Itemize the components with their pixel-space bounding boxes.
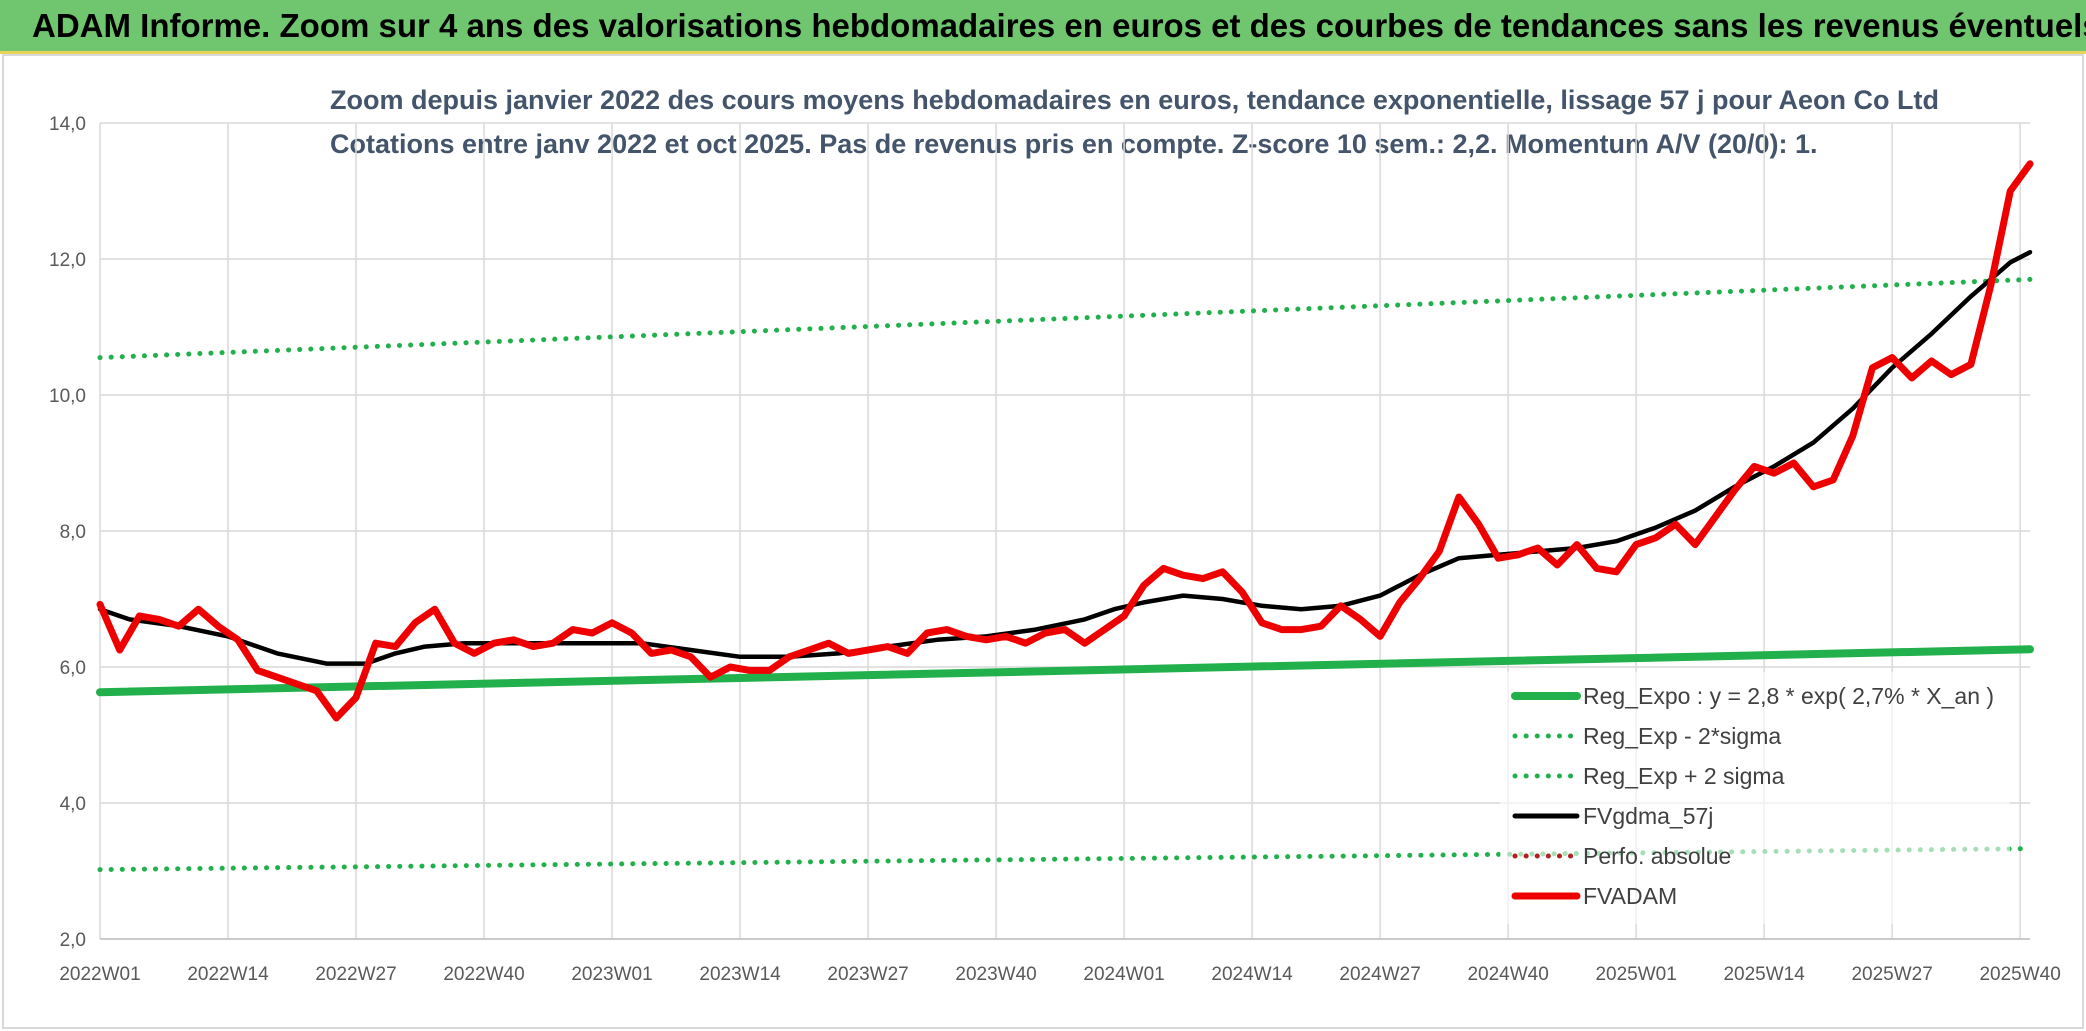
series-line-5 [96, 160, 2034, 722]
legend-background [1500, 672, 2010, 924]
series-line-2 [97, 276, 2033, 361]
legend-label: Reg_Expo : y = 2,8 * exp( 2,7% * X_an ) [1583, 683, 1994, 709]
y-tick-label: 8,0 [60, 522, 86, 543]
x-tick-label: 2023W40 [955, 964, 1036, 985]
legend-label: FVADAM [1583, 883, 1677, 909]
series-line-0 [96, 645, 2034, 697]
x-tick-label: 2023W27 [827, 964, 908, 985]
x-tick-label: 2024W01 [1083, 964, 1164, 985]
y-tick-label: 12,0 [49, 250, 86, 271]
x-tick-label: 2022W40 [443, 964, 524, 985]
series-lines [96, 160, 2034, 873]
y-tick-label: 10,0 [49, 386, 86, 407]
y-axis-ticks: 2,0 4,0 6,0 8,0 10,0 12,0 14,0 [49, 114, 86, 951]
page-banner: ADAM Informe. Zoom sur 4 ans des valoris… [0, 0, 2086, 54]
chart-title-line-2: Cotations entre janv 2022 et oct 2025. P… [330, 129, 1818, 159]
y-tick-label: 6,0 [60, 658, 86, 679]
x-tick-label: 2025W40 [1979, 964, 2060, 985]
x-tick-label: 2024W14 [1211, 964, 1293, 985]
legend-label: FVgdma_57j [1583, 803, 1713, 829]
y-tick-label: 2,0 [60, 930, 86, 951]
x-tick-label: 2025W14 [1723, 964, 1805, 985]
legend-label: Reg_Exp - 2*sigma [1583, 723, 1781, 749]
y-tick-label: 4,0 [60, 794, 86, 815]
x-tick-label: 2025W01 [1595, 964, 1676, 985]
page-title: ADAM Informe. Zoom sur 4 ans des valoris… [32, 6, 2086, 44]
legend-label: Perfo. absolue [1583, 843, 1731, 869]
x-tick-label: 2025W27 [1851, 964, 1932, 985]
x-tick-label: 2022W01 [59, 964, 140, 985]
x-tick-label: 2024W40 [1467, 964, 1548, 985]
chart-title-line-1: Zoom depuis janvier 2022 des cours moyen… [330, 85, 1939, 115]
x-tick-label: 2024W27 [1339, 964, 1420, 985]
legend-label: Reg_Exp + 2 sigma [1583, 763, 1785, 789]
chart-legend: Reg_Expo : y = 2,8 * exp( 2,7% * X_an ) R… [1500, 672, 2010, 924]
x-axis-ticks: 2022W01 2022W14 2022W27 2022W40 2023W01 2023W… [59, 964, 2060, 985]
x-tick-label: 2023W14 [699, 964, 781, 985]
x-tick-label: 2022W27 [315, 964, 396, 985]
y-tick-label: 14,0 [49, 114, 86, 135]
series-line-3 [97, 249, 2033, 666]
x-tick-label: 2022W14 [187, 964, 269, 985]
chart-title: Zoom depuis janvier 2022 des cours moyen… [330, 78, 1939, 166]
x-tick-label: 2023W01 [571, 964, 652, 985]
